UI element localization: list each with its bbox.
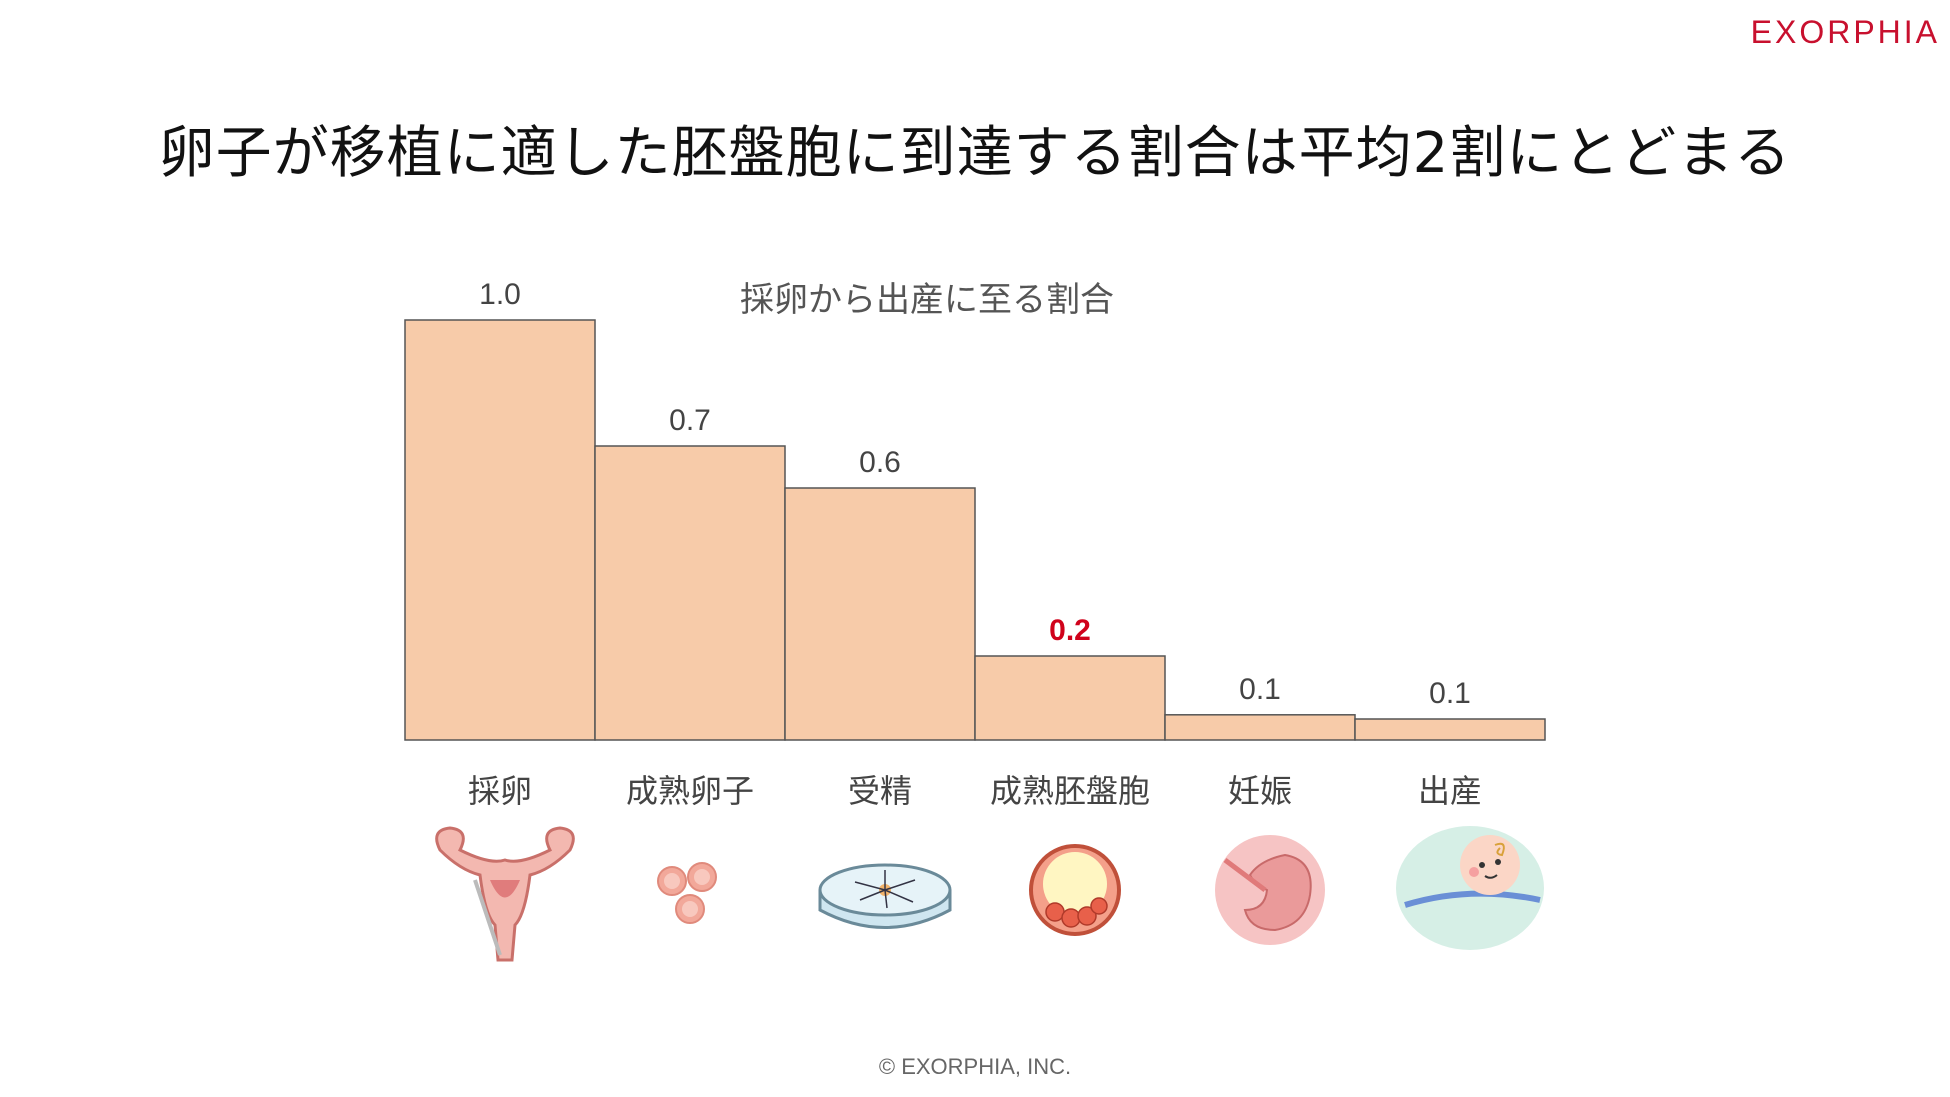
exorphia-logo: EXORPHIA — [1750, 14, 1940, 50]
bar-0 — [404, 319, 596, 741]
bar-3 — [974, 655, 1166, 741]
data-label-2: 0.6 — [859, 446, 901, 479]
category-label-2: 受精 — [848, 772, 912, 810]
data-label-0: 1.0 — [479, 278, 521, 311]
data-label-4: 0.1 — [1239, 673, 1281, 706]
copyright-footer: © EXORPHIA, INC. — [878, 1054, 1072, 1079]
bar-1 — [594, 445, 786, 741]
category-label-1: 成熟卵子 — [626, 772, 754, 810]
petri-dish-icon — [818, 863, 952, 929]
fetus-icon — [1215, 835, 1325, 945]
bar-4 — [1164, 714, 1356, 741]
baby-icon — [1396, 826, 1544, 950]
bar-2 — [784, 487, 976, 741]
oocytes-icon — [657, 862, 717, 924]
category-label-4: 妊娠 — [1228, 772, 1292, 810]
data-label-5: 0.1 — [1429, 677, 1471, 710]
category-label-5: 出産 — [1418, 772, 1482, 810]
category-label-3: 成熟胚盤胞 — [990, 772, 1150, 810]
bar-5 — [1354, 718, 1546, 741]
uterus-icon — [435, 826, 575, 962]
data-label-1: 0.7 — [669, 404, 711, 437]
data-label-3: 0.2 — [1049, 614, 1091, 647]
category-label-0: 採卵 — [468, 772, 532, 810]
chart-title: 採卵から出産に至る割合 — [740, 280, 1114, 320]
blastocyst-icon — [1029, 844, 1121, 936]
page-title: 卵子が移植に適した胚盤胞に到達する割合は平均2割にとどまる — [158, 121, 1792, 186]
